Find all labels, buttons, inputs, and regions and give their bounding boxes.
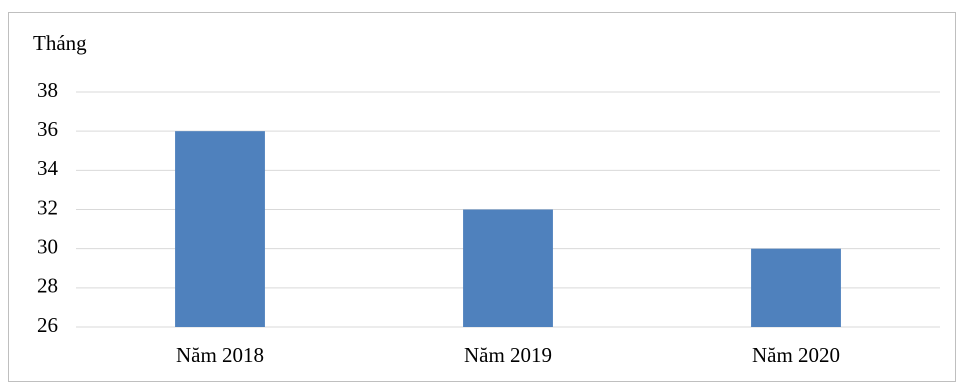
x-tick-label: Năm 2019 — [464, 343, 552, 367]
y-tick-label: 30 — [37, 234, 58, 258]
y-tick-label: 28 — [37, 274, 58, 298]
bar — [751, 248, 841, 327]
bar — [175, 131, 265, 327]
y-tick-label: 38 — [37, 78, 58, 102]
y-axis-label: Tháng — [33, 31, 87, 55]
x-tick-label: Năm 2018 — [176, 343, 264, 367]
bar — [463, 209, 553, 327]
y-tick-label: 34 — [37, 156, 59, 180]
y-tick-label: 36 — [37, 117, 58, 141]
y-tick-label: 26 — [37, 313, 58, 337]
y-tick-label: 32 — [37, 195, 58, 219]
x-tick-label: Năm 2020 — [752, 343, 840, 367]
